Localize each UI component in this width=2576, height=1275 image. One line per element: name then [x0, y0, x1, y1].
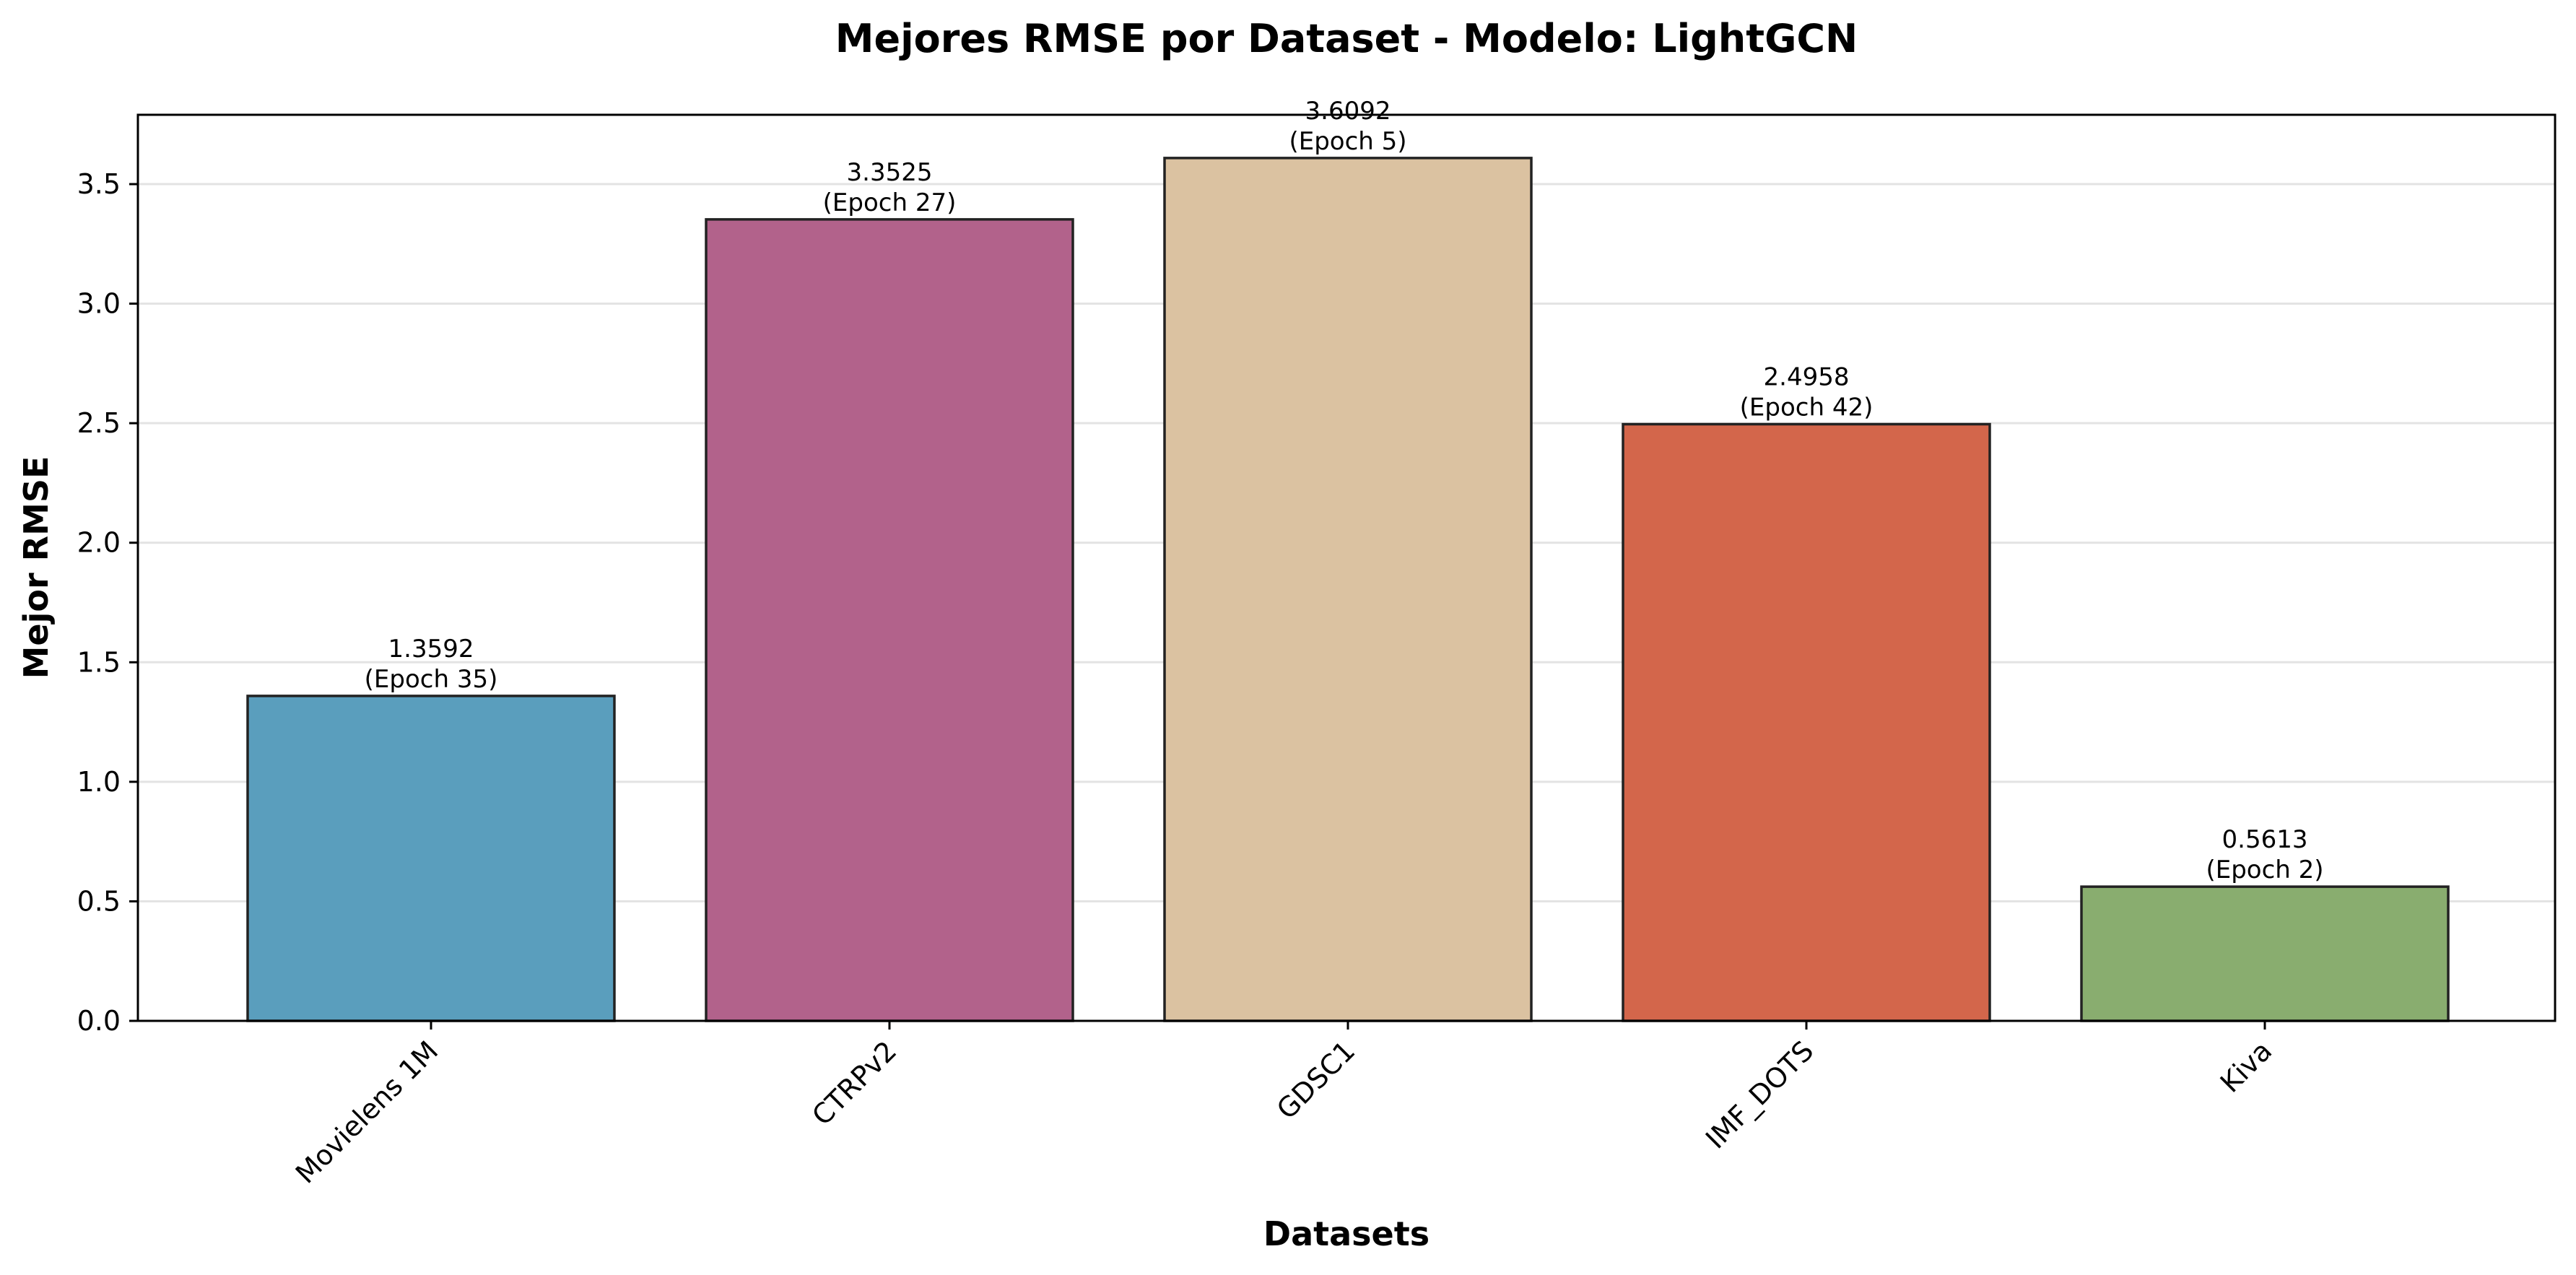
y-tick-label: 3.5 — [77, 168, 121, 200]
x-axis-label: Datasets — [1263, 1214, 1430, 1253]
bar-epoch-label: (Epoch 27) — [823, 188, 957, 217]
x-tick-label: CTRPv2 — [806, 1035, 902, 1131]
x-tick-label: GDSC1 — [1271, 1035, 1362, 1126]
bar — [705, 218, 1074, 1022]
bar-value-labels: 1.3592(Epoch 35)3.3525(Epoch 27)3.6092(E… — [365, 97, 2324, 884]
bar-epoch-label: (Epoch 42) — [1740, 393, 1874, 422]
bar — [246, 695, 616, 1022]
bar-value-label: 2.4958 — [1764, 363, 1850, 392]
y-tick-label: 2.0 — [77, 527, 121, 559]
bar-value-label: 3.6092 — [1305, 97, 1391, 126]
y-tick-label: 1.0 — [77, 766, 121, 798]
bar — [1622, 422, 1991, 1022]
bar-value-label: 3.3525 — [847, 158, 933, 187]
bar-value-label: 0.5613 — [2222, 825, 2308, 854]
bars — [246, 157, 2450, 1022]
x-tick-label: IMF_DOTS — [1700, 1035, 1819, 1154]
bar-epoch-label: (Epoch 5) — [1289, 127, 1406, 156]
y-tick-label: 0.0 — [77, 1005, 121, 1037]
x-tick-label: Kiva — [2214, 1035, 2279, 1099]
bar — [1163, 157, 1533, 1022]
plot-frame — [136, 113, 2557, 1022]
bar-epoch-label: (Epoch 35) — [365, 665, 498, 694]
y-tick-label: 1.5 — [77, 646, 121, 678]
bar-epoch-label: (Epoch 2) — [2206, 856, 2323, 884]
y-axis-label: Mejor RMSE — [17, 456, 56, 679]
bar — [2080, 885, 2450, 1022]
y-axis-ticks: 0.0 0.5 1.0 1.5 2.0 2.5 3.0 3.5 — [77, 168, 138, 1037]
y-tick-label: 2.5 — [77, 407, 121, 439]
x-tick-label: Movielens 1M — [290, 1035, 444, 1189]
x-axis-ticks: Movielens 1M CTRPv2 GDSC1 IMF_DOTS Kiva — [290, 1021, 2278, 1190]
y-tick-label: 3.0 — [77, 288, 121, 320]
bar-value-label: 1.3592 — [388, 635, 474, 663]
y-tick-label: 0.5 — [77, 885, 121, 917]
chart-title: Mejores RMSE por Dataset - Modelo: Light… — [835, 16, 1858, 61]
